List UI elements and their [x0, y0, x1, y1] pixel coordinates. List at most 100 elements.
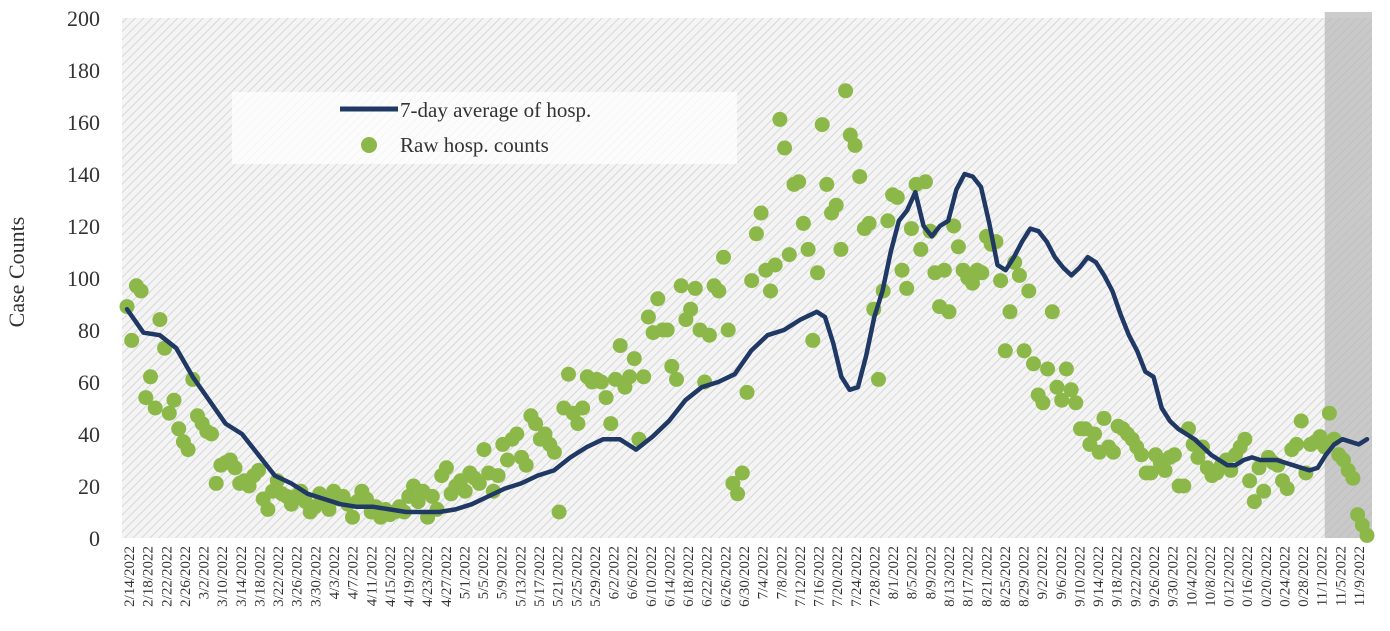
raw-count-point: [124, 332, 140, 348]
x-tick-label: 6/30/2022: [737, 546, 753, 607]
raw-count-point: [575, 400, 591, 416]
y-tick-label: 20: [78, 474, 100, 499]
raw-count-point: [1054, 392, 1070, 408]
x-tick-label: 11/9/2022: [1352, 546, 1368, 606]
x-tick-label: 0/24/2022: [1277, 546, 1293, 607]
raw-count-point: [598, 390, 614, 406]
legend-label-average: 7-day average of hosp.: [400, 98, 591, 122]
x-tick-label: 7/28/2022: [867, 546, 883, 607]
raw-count-point: [1157, 462, 1173, 478]
x-tick-label: 9/6/2022: [1054, 546, 1070, 599]
raw-count-point: [1321, 405, 1337, 421]
x-tick-label: 6/6/2022: [625, 546, 641, 599]
x-tick-label: 3/26/2022: [290, 546, 306, 607]
raw-count-point: [509, 426, 525, 442]
raw-count-point: [828, 197, 844, 213]
raw-count-point: [650, 291, 666, 307]
raw-count-point: [119, 299, 135, 315]
x-tick-label: 7/12/2022: [793, 546, 809, 607]
x-tick-label: 0/16/2022: [1240, 546, 1256, 607]
raw-count-point: [669, 371, 684, 387]
raw-count-point: [734, 465, 750, 481]
raw-count-point: [260, 501, 276, 517]
y-tick-label: 140: [67, 162, 100, 187]
raw-count-point: [1143, 465, 1159, 481]
y-tick-label: 100: [67, 266, 100, 291]
raw-count-point: [204, 426, 219, 442]
x-tick-label: 4/15/2022: [383, 546, 399, 607]
raw-count-point: [993, 273, 1009, 289]
x-tick-label: 0/20/2022: [1259, 546, 1275, 607]
x-tick-label: 2/18/2022: [141, 546, 157, 607]
raw-count-point: [551, 504, 567, 520]
y-tick-label: 200: [67, 6, 100, 31]
raw-count-point: [753, 205, 769, 221]
raw-count-point: [659, 322, 675, 338]
raw-count-point: [852, 169, 868, 185]
raw-count-point: [593, 374, 609, 390]
raw-count-point: [1256, 483, 1272, 499]
x-tick-label: 7/4/2022: [756, 546, 772, 599]
raw-count-point: [871, 371, 886, 387]
x-tick-label: 7/20/2022: [830, 546, 846, 607]
raw-count-point: [838, 83, 854, 99]
raw-count-point: [1021, 283, 1037, 299]
raw-count-point: [1044, 304, 1060, 320]
raw-count-point: [561, 366, 576, 382]
raw-count-point: [946, 218, 962, 234]
raw-count-point: [861, 215, 877, 231]
raw-count-point: [528, 416, 544, 432]
raw-count-point: [1058, 361, 1074, 377]
raw-count-point: [800, 241, 816, 257]
raw-count-point: [640, 309, 656, 325]
raw-count-point: [147, 400, 163, 416]
raw-count-point: [673, 278, 689, 294]
x-tick-label: 6/22/2022: [700, 546, 716, 607]
raw-count-point: [748, 226, 764, 242]
x-tick-label: 3/10/2022: [215, 546, 231, 607]
raw-count-point: [622, 369, 638, 385]
x-tick-label: 5/21/2022: [551, 546, 567, 607]
x-tick-label: 4/3/2022: [327, 546, 343, 599]
raw-count-point: [180, 442, 196, 458]
raw-count-point: [950, 239, 966, 255]
raw-count-point: [424, 488, 440, 504]
raw-count-point: [833, 241, 849, 257]
raw-count-point: [744, 273, 760, 289]
raw-count-point: [133, 283, 149, 299]
raw-count-point: [791, 174, 807, 190]
raw-count-point: [1134, 447, 1149, 463]
shaded-region: [1324, 12, 1372, 538]
x-tick-label: 6/2/2022: [607, 546, 623, 599]
x-tick-label: 3/30/2022: [308, 546, 324, 607]
raw-count-point: [814, 117, 830, 133]
x-tick-label: 5/29/2022: [588, 546, 604, 607]
y-tick-label: 60: [78, 370, 100, 395]
legend-label-raw: Raw hosp. counts: [400, 133, 549, 157]
raw-count-point: [1246, 494, 1262, 510]
x-tick-label: 5/9/2022: [495, 546, 511, 599]
raw-count-point: [1293, 413, 1309, 429]
y-tick-label: 40: [78, 422, 100, 447]
raw-count-point: [716, 249, 731, 265]
x-tick-label: 8/9/2022: [923, 546, 939, 599]
raw-count-point: [1011, 267, 1027, 283]
raw-count-point: [471, 475, 487, 491]
x-tick-label: 3/2/2022: [197, 546, 213, 599]
x-tick-label: 2/22/2022: [159, 546, 175, 607]
raw-count-point: [763, 283, 778, 299]
raw-count-point: [570, 416, 586, 432]
x-tick-label: 6/18/2022: [681, 546, 697, 607]
x-tick-label: 7/24/2022: [849, 546, 865, 607]
raw-count-point: [1237, 431, 1253, 447]
raw-count-point: [1063, 382, 1079, 398]
y-tick-label: 180: [67, 58, 100, 83]
raw-count-point: [143, 369, 158, 385]
raw-count-point: [345, 509, 360, 525]
y-tick-label: 80: [78, 318, 100, 343]
raw-count-point: [894, 262, 910, 278]
y-axis-ticks: 0 20 40 60 80 100 120 140 160 180 200: [67, 6, 100, 551]
raw-count-point: [687, 280, 703, 296]
x-tick-label: 6/26/2022: [718, 546, 734, 607]
